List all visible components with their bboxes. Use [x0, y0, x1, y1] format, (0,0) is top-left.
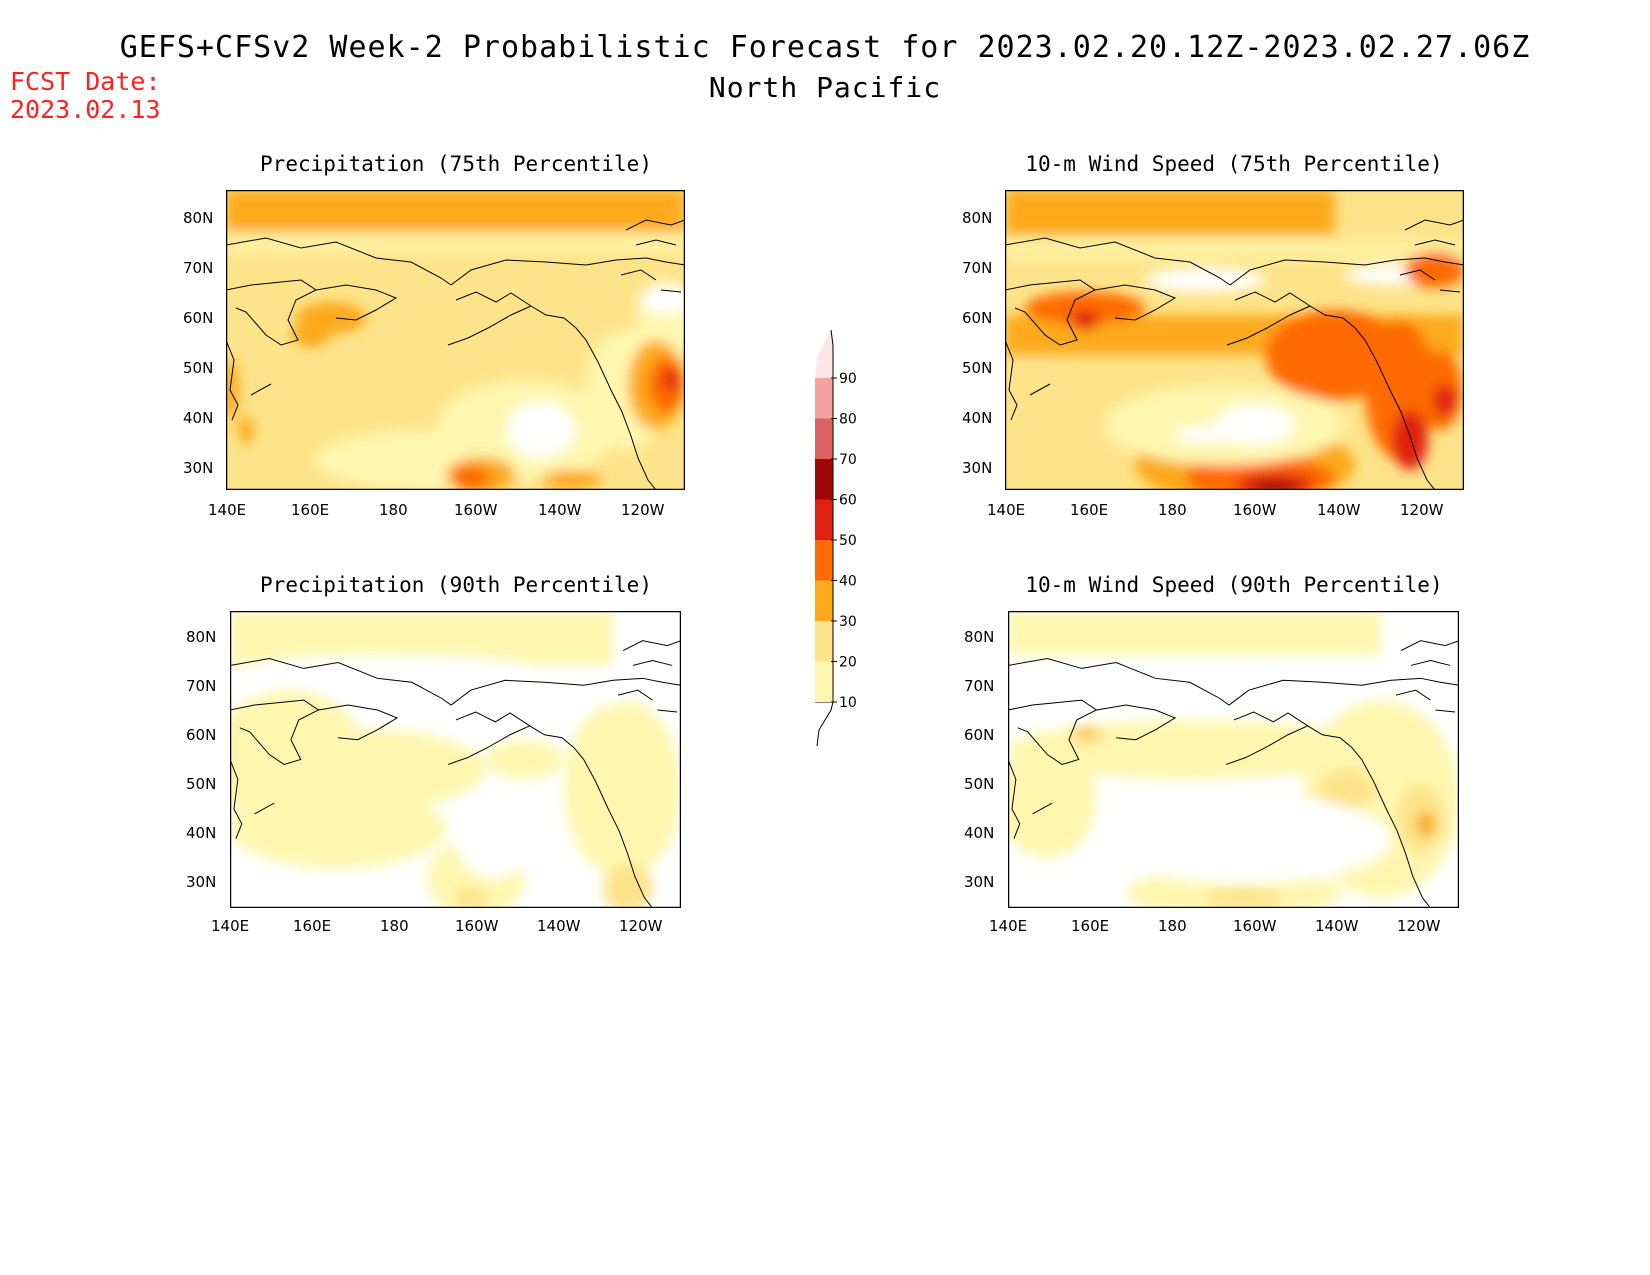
- colorbar-segment: [815, 661, 833, 702]
- colorbar-segment: [815, 499, 833, 540]
- colorbar-label: 40: [839, 574, 857, 590]
- lon-label: 140W: [538, 501, 582, 519]
- fcst-date: FCST Date: 2023.02.13: [10, 68, 161, 124]
- main-title-line2: North Pacific: [708, 71, 942, 104]
- colorbar-label: 10: [839, 695, 857, 711]
- colorbar-outline: [830, 329, 834, 702]
- lat-label: 40N: [962, 409, 993, 427]
- map-precip-75: [226, 190, 685, 490]
- panel-title-wind-90: 10-m Wind Speed (90th Percentile): [1025, 573, 1443, 597]
- panel-title-precip-90: Precipitation (90th Percentile): [260, 573, 652, 597]
- lat-label: 40N: [186, 824, 217, 842]
- colorbar-segment: [815, 418, 833, 459]
- lat-label: 30N: [183, 459, 214, 477]
- lon-label: 160E: [293, 917, 332, 935]
- lat-label: 50N: [186, 775, 217, 793]
- map-precip-90-svg: [230, 611, 681, 908]
- lon-label: 140E: [211, 917, 250, 935]
- main-title: GEFS+CFSv2 Week-2 Probabilistic Forecast…: [0, 30, 1650, 104]
- colorbar-bottom-cap: [815, 701, 834, 747]
- lon-label: 140W: [1317, 501, 1361, 519]
- lon-label: 140E: [989, 917, 1028, 935]
- lon-label: 160W: [454, 501, 498, 519]
- lon-label: 140E: [987, 501, 1026, 519]
- lat-label: 70N: [964, 677, 995, 695]
- lon-label: 160W: [455, 917, 499, 935]
- lon-label: 180: [1158, 501, 1187, 519]
- lon-label: 160W: [1233, 917, 1277, 935]
- lon-label: 120W: [1397, 917, 1441, 935]
- lat-label: 40N: [183, 409, 214, 427]
- colorbar: 10 20 30 40 50 60 70 80 90: [800, 329, 860, 750]
- lon-label: 140W: [1315, 917, 1359, 935]
- lat-label: 50N: [962, 359, 993, 377]
- lon-label: 180: [1158, 917, 1187, 935]
- lat-label: 80N: [186, 628, 217, 646]
- main-title-line1: GEFS+CFSv2 Week-2 Probabilistic Forecast…: [119, 30, 1531, 65]
- colorbar-label: 30: [839, 614, 857, 630]
- map-precip-75-svg: [226, 190, 685, 490]
- lon-label: 120W: [619, 917, 663, 935]
- lat-label: 30N: [962, 459, 993, 477]
- colorbar-segment: [815, 580, 833, 621]
- lon-label: 120W: [621, 501, 665, 519]
- colorbar-segment: [815, 378, 833, 419]
- lon-label: 140W: [537, 917, 581, 935]
- lat-label: 40N: [964, 824, 995, 842]
- map-wind-90-svg: [1008, 611, 1459, 908]
- lat-label: 70N: [183, 259, 214, 277]
- colorbar-svg: 10 20 30 40 50 60 70 80 90: [815, 329, 857, 747]
- panel-title-wind-75: 10-m Wind Speed (75th Percentile): [1025, 152, 1443, 176]
- lon-label: 160E: [1071, 917, 1110, 935]
- map-wind-75-svg: [1005, 190, 1464, 490]
- fcst-date-value: 2023.02.13: [10, 95, 161, 124]
- colorbar-segment: [815, 540, 833, 581]
- lon-label: 160E: [291, 501, 330, 519]
- colorbar-label: 70: [839, 452, 857, 468]
- lat-label: 60N: [186, 726, 217, 744]
- map-precip-90: [230, 611, 681, 908]
- lon-label: 180: [380, 917, 409, 935]
- lon-label: 140E: [208, 501, 247, 519]
- map-wind-75: [1005, 190, 1464, 490]
- lat-label: 50N: [964, 775, 995, 793]
- lat-label: 70N: [186, 677, 217, 695]
- lat-label: 50N: [183, 359, 214, 377]
- lon-label: 160W: [1233, 501, 1277, 519]
- colorbar-segment: [815, 621, 833, 662]
- lon-label: 180: [379, 501, 408, 519]
- lat-label: 60N: [962, 309, 993, 327]
- colorbar-label: 20: [839, 655, 857, 671]
- colorbar-segment: [815, 459, 833, 500]
- lat-label: 60N: [183, 309, 214, 327]
- lat-label: 80N: [183, 209, 214, 227]
- fcst-date-label: FCST Date:: [10, 67, 161, 96]
- lat-label: 30N: [964, 873, 995, 891]
- lat-label: 70N: [962, 259, 993, 277]
- lat-label: 30N: [186, 873, 217, 891]
- lat-label: 80N: [962, 209, 993, 227]
- map-wind-90: [1008, 611, 1459, 908]
- lon-label: 120W: [1400, 501, 1444, 519]
- colorbar-label: 80: [839, 412, 857, 428]
- colorbar-label: 60: [839, 493, 857, 509]
- colorbar-segment: [815, 329, 833, 378]
- lon-label: 160E: [1070, 501, 1109, 519]
- panel-title-precip-75: Precipitation (75th Percentile): [260, 152, 652, 176]
- colorbar-label: 90: [839, 371, 857, 387]
- lat-label: 60N: [964, 726, 995, 744]
- colorbar-label: 50: [839, 533, 857, 549]
- lat-label: 80N: [964, 628, 995, 646]
